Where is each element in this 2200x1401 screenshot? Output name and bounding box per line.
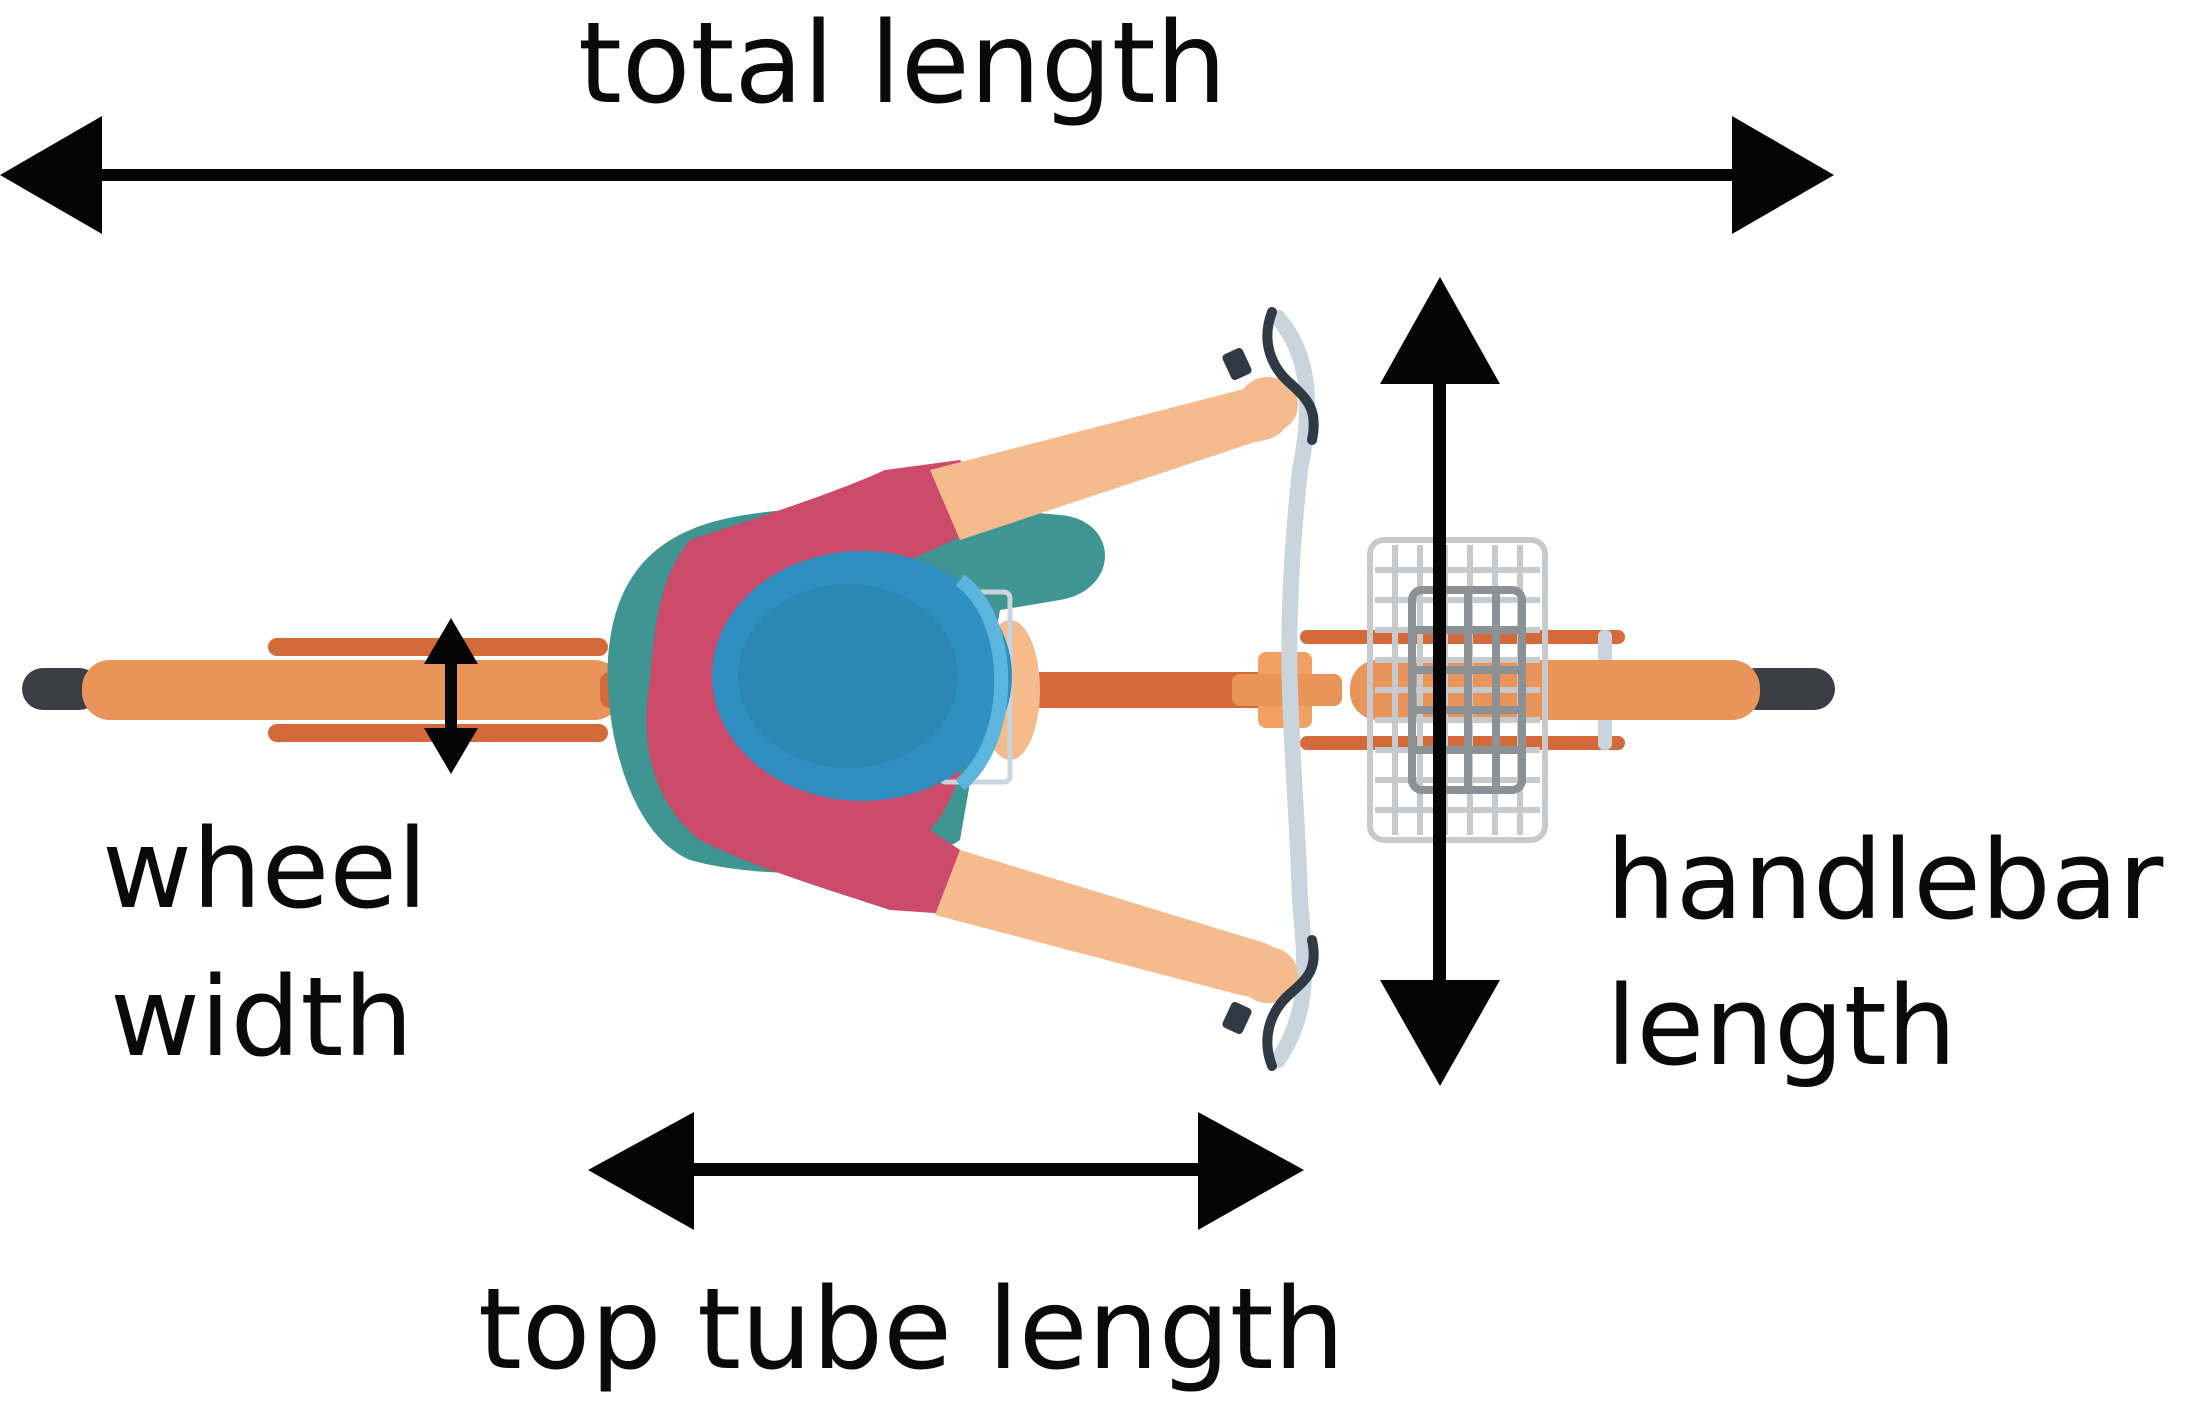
rear-wheel [22, 660, 622, 720]
rider-arm-upper [930, 389, 1288, 540]
rider-arm-lower [935, 850, 1287, 997]
wheel-width-label-line2: width [110, 953, 413, 1081]
handlebar-length-label-line1: handlebar [1606, 816, 2164, 944]
handlebar-length-label-line2: length [1606, 962, 1957, 1090]
top-tube-length-arrow [588, 1112, 1304, 1230]
total-length-arrow [0, 116, 1834, 234]
wheel-width-label-line1: wheel [102, 805, 428, 933]
top-tube-length-label: top tube length [478, 1265, 1345, 1395]
total-length-label: total length [578, 0, 1227, 129]
